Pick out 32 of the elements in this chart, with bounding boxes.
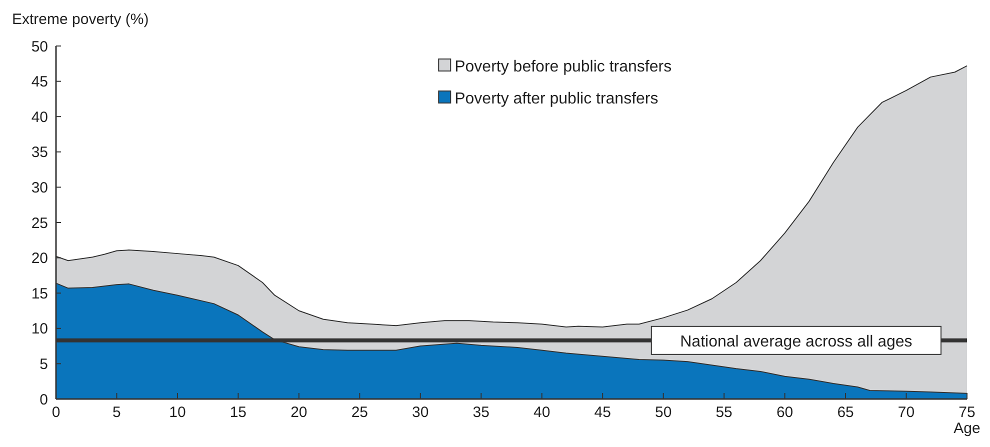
x-tick-label: 25 [351, 404, 368, 421]
x-tick-label: 15 [230, 404, 247, 421]
x-tick-label: 35 [472, 404, 490, 421]
y-tick-label: 0 [40, 391, 48, 408]
x-tick-label: 45 [594, 404, 611, 421]
y-tick-label: 20 [31, 250, 48, 268]
y-tick-label: 50 [31, 38, 48, 56]
legend-label: Poverty before public transfers [454, 58, 672, 76]
y-tick-label: 30 [31, 179, 48, 196]
x-tick-label: 30 [412, 404, 429, 421]
x-tick-label: 70 [898, 404, 915, 421]
y-tick-label: 25 [31, 214, 48, 232]
y-axis-title: Extreme poverty (%) [12, 11, 149, 28]
x-tick-label: 75 [958, 404, 976, 421]
x-axis-title: Age [954, 420, 980, 437]
y-tick-label: 5 [40, 356, 48, 373]
y-tick-label: 35 [31, 144, 48, 162]
y-tick-label: 15 [31, 285, 48, 302]
x-tick-label: 65 [837, 404, 854, 421]
x-tick-label: 20 [290, 404, 308, 421]
x-tick-label: 10 [169, 404, 186, 421]
x-tick-label: 50 [654, 404, 672, 421]
y-tick-label: 10 [31, 320, 48, 338]
y-tick-label: 40 [31, 108, 48, 126]
y-tick-label: 45 [31, 74, 48, 91]
x-tick-label: 60 [776, 404, 794, 421]
x-tick-label: 5 [112, 404, 121, 421]
x-tick-label: 40 [534, 404, 550, 421]
ref-line-label: National average across all ages [680, 333, 912, 350]
x-tick-label: 0 [52, 404, 60, 421]
x-tick-label: 55 [716, 404, 732, 421]
legend-label: Poverty after public transfers [454, 90, 658, 108]
